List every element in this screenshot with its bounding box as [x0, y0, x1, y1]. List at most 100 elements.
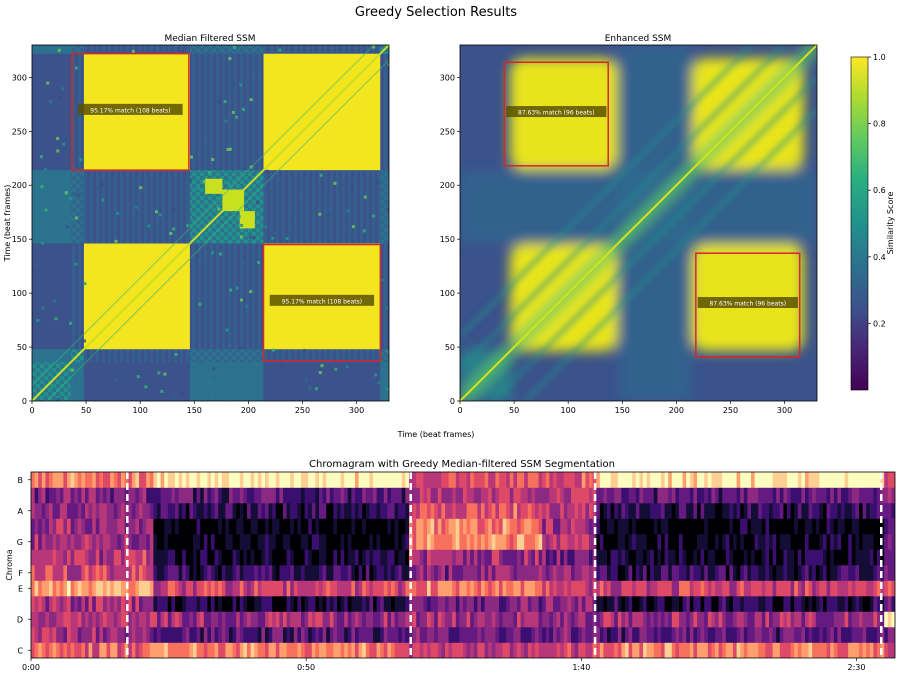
chroma-cell — [517, 580, 522, 597]
chroma-cell — [383, 487, 388, 504]
chroma-cell — [171, 549, 176, 566]
chroma-cell — [236, 565, 241, 581]
chroma-cell — [427, 596, 432, 612]
chroma-cell — [113, 472, 118, 488]
chroma-cell — [376, 503, 381, 519]
chroma-cell — [322, 534, 327, 550]
chroma-cell — [686, 503, 691, 519]
chroma-cell — [239, 596, 244, 612]
ssm-speckle — [203, 334, 207, 338]
chroma-cell — [545, 518, 550, 535]
chroma-cell — [448, 580, 453, 597]
chroma-cell — [686, 487, 691, 504]
chroma-cell — [38, 518, 43, 535]
chroma-cell — [808, 549, 813, 566]
chroma-cell — [477, 549, 482, 566]
chroma-cell — [405, 596, 410, 612]
chroma-cell — [668, 487, 673, 504]
chroma-cell — [549, 534, 554, 550]
chroma-cell — [621, 642, 626, 658]
chroma-cell — [311, 627, 316, 643]
chroma-cell — [319, 518, 324, 535]
chroma-cell — [502, 518, 507, 535]
chroma-cell — [383, 472, 388, 488]
chroma-cell — [77, 627, 82, 643]
ssm-speckle — [285, 236, 289, 240]
chroma-cell — [110, 596, 115, 612]
chroma-cell — [718, 596, 723, 612]
chroma-cell — [351, 642, 356, 658]
chroma-cell — [88, 580, 93, 597]
chroma-cell — [49, 611, 54, 628]
chroma-cell — [160, 472, 165, 488]
chroma-cell — [585, 549, 590, 566]
chroma-cell — [337, 518, 342, 535]
ssm-speckle — [226, 148, 230, 152]
chroma-cell — [74, 472, 79, 488]
chroma-cell — [351, 596, 356, 612]
chroma-cell — [653, 627, 658, 643]
chroma-cell — [416, 642, 421, 658]
chroma-cell — [833, 611, 838, 628]
chroma-cell — [848, 642, 853, 658]
segment-boundaries — [126, 472, 883, 658]
chroma-cell — [171, 518, 176, 535]
chroma-cell — [797, 596, 802, 612]
chroma-cell — [513, 549, 518, 566]
chroma-cell — [610, 487, 615, 504]
chroma-cell — [877, 596, 882, 612]
chroma-cell — [31, 611, 36, 628]
chroma-cell — [103, 611, 108, 628]
chroma-cell — [315, 642, 320, 658]
chroma-cell — [743, 596, 748, 612]
chroma-cell — [787, 565, 792, 581]
chroma-cell — [607, 611, 612, 628]
chroma-cell — [499, 627, 504, 643]
chroma-cell — [751, 487, 756, 504]
ssm-speckle — [248, 236, 252, 240]
chroma-cell — [603, 472, 608, 488]
chroma-cell — [117, 534, 122, 550]
chroma-cell — [481, 503, 486, 519]
chroma-cell — [581, 518, 586, 535]
chroma-cell — [574, 534, 579, 550]
chroma-cell — [567, 534, 572, 550]
chroma-cell — [423, 549, 428, 566]
chroma-cell — [589, 534, 594, 550]
chroma-cell — [247, 487, 252, 504]
chroma-cell — [682, 549, 687, 566]
chroma-cell — [632, 565, 637, 581]
chroma-cell — [704, 627, 709, 643]
chroma-cell — [95, 503, 100, 519]
ssm-speckle — [50, 384, 54, 388]
chroma-cell — [671, 580, 676, 597]
chroma-cell — [873, 472, 878, 488]
chroma-cell — [639, 627, 644, 643]
chroma-cell — [376, 549, 381, 566]
chroma-cell — [851, 549, 856, 566]
chroma-cell — [466, 580, 471, 597]
chroma-cell — [265, 611, 270, 628]
chroma-cell — [729, 549, 734, 566]
chroma-cell — [254, 503, 259, 519]
chroma-cell — [488, 627, 493, 643]
chroma-cell — [103, 487, 108, 504]
chroma-cell — [423, 642, 428, 658]
chroma-cell — [405, 565, 410, 581]
chroma-cell — [560, 565, 565, 581]
chroma-cell — [70, 518, 75, 535]
chroma-cell — [812, 518, 817, 535]
chroma-cell — [545, 534, 550, 550]
chroma-cell — [34, 611, 39, 628]
chroma-cell — [445, 487, 450, 504]
chroma-cell — [819, 642, 824, 658]
ssm-speckle — [54, 317, 58, 321]
chroma-cell — [614, 580, 619, 597]
chroma-cell — [164, 565, 169, 581]
chroma-cell — [614, 642, 619, 658]
chroma-cell — [625, 549, 630, 566]
chroma-cell — [801, 534, 806, 550]
ssm-block — [205, 178, 223, 194]
chroma-cell — [859, 487, 864, 504]
chroma-cell — [891, 534, 895, 550]
